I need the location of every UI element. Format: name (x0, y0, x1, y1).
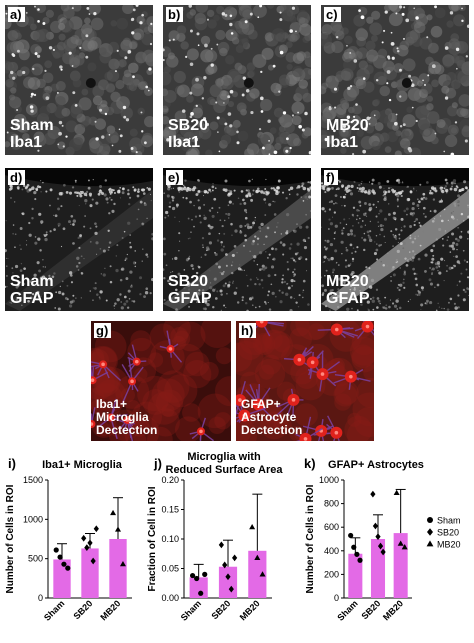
data-point (87, 540, 92, 547)
y-tick-label: 0 (334, 593, 339, 603)
data-point (57, 554, 62, 559)
panel-label-a: a) (8, 7, 25, 22)
y-tick-label: 400 (324, 546, 339, 556)
x-tick-label: SB20 (71, 598, 94, 621)
panel-b-sb20-iba1: b) SB20 Iba1 (163, 5, 311, 155)
y-tick-label: 0.00 (161, 593, 179, 603)
chart-title: GFAP+ Astrocytes (328, 459, 424, 471)
legend-label: SB20 (437, 528, 459, 538)
panel-label-h: h) (239, 323, 256, 338)
y-tick-label: 0.15 (161, 505, 179, 515)
legend-diamond-icon (427, 528, 433, 536)
x-tick-label: Sham (42, 598, 66, 622)
data-point (348, 533, 353, 538)
data-point (81, 535, 86, 542)
data-point (370, 491, 375, 498)
legend-triangle-icon (427, 540, 434, 546)
legend-label: Sham (437, 516, 461, 526)
y-axis-label: Number of Cells in ROI (5, 484, 16, 593)
chart-panel-label: k) (304, 456, 316, 471)
bar-sb20 (219, 567, 237, 598)
legend-label: MB20 (437, 540, 461, 550)
data-point (219, 542, 224, 549)
panel-label-b: b) (166, 7, 183, 22)
y-tick-label: 1000 (319, 475, 339, 485)
x-tick-label: Sham (179, 598, 203, 622)
data-point (351, 545, 356, 550)
chart-title: Reduced Surface Area (166, 464, 284, 476)
data-point (357, 558, 362, 563)
panel-label-c: c) (324, 7, 341, 22)
y-tick-label: 0.20 (161, 475, 179, 485)
panel-label-e: e) (166, 170, 183, 185)
data-point (115, 526, 121, 531)
data-point (94, 525, 99, 532)
panel-caption-f: MB20 GFAP (326, 273, 370, 307)
chart-k-svg: k) GFAP+ Astrocytes 0 200 400 600 800 1000Numbe… (300, 452, 474, 638)
data-point (373, 523, 378, 530)
y-tick-label: 0.10 (161, 534, 179, 544)
data-point (61, 562, 66, 567)
y-tick-label: 1500 (23, 475, 43, 485)
panel-e-sb20-gfap: e) SB20 GFAP (163, 168, 311, 311)
data-point (232, 554, 237, 561)
data-point (249, 524, 255, 529)
legend-circle-icon (427, 517, 433, 523)
panel-f-mb20-gfap: f) MB20 GFAP (321, 168, 469, 311)
x-tick-label: SB20 (359, 598, 382, 621)
panel-caption-a: Sham Iba1 (10, 117, 54, 151)
y-axis-label: Number of Cells in ROI (305, 484, 316, 593)
bar-mb20 (109, 539, 126, 598)
data-point (354, 552, 359, 557)
chart-panel-label: j) (153, 456, 162, 471)
x-tick-label: MB20 (98, 598, 122, 622)
x-tick-label: MB20 (238, 598, 262, 622)
data-point (394, 490, 400, 495)
y-tick-label: 1000 (23, 514, 43, 524)
y-tick-label: 0.05 (161, 564, 179, 574)
panel-caption-b: SB20 Iba1 (168, 117, 208, 151)
chart-panel-label: i) (8, 456, 16, 471)
panel-caption-c: MB20 Iba1 (326, 117, 369, 151)
y-tick-label: 600 (324, 522, 339, 532)
chart-title: Iba1+ Microglia (42, 459, 123, 471)
panel-caption-h: GFAP+ Astrocyte Dectection (241, 398, 302, 437)
chart-i-svg: i) Iba1+ Microglia 0 500 1000 1500 Number of C… (0, 452, 150, 638)
panel-d-sham-gfap: d) Sham GFAP (5, 168, 153, 311)
panel-label-g: g) (94, 323, 111, 338)
panel-c-mb20-iba1: c) MB20 Iba1 (321, 5, 469, 155)
panel-caption-e: SB20 GFAP (168, 273, 212, 307)
panel-label-d: d) (8, 170, 25, 185)
x-tick-label: Sham (335, 598, 359, 622)
panel-g-microglia-detection: g) Iba1+ Microglia Dectection (91, 321, 231, 441)
data-point (65, 566, 70, 571)
data-point (54, 547, 59, 552)
y-axis-label: Fraction of Cell in ROI (147, 486, 158, 591)
bar-sb20 (81, 548, 98, 598)
y-tick-label: 500 (28, 554, 43, 564)
y-tick-label: 800 (324, 499, 339, 509)
panel-label-f: f) (324, 170, 338, 185)
data-point (194, 576, 199, 581)
legend: Sham SB20 MB20 (427, 516, 461, 550)
chart-title: Microglia with (187, 451, 261, 463)
bar-sb20 (371, 539, 385, 598)
y-tick-label: 0 (38, 593, 43, 603)
data-point (198, 591, 203, 596)
data-point (110, 510, 116, 515)
data-point (202, 572, 207, 577)
x-tick-label: MB20 (381, 598, 405, 622)
panel-a-sham-iba1: a) Sham Iba1 (5, 5, 153, 155)
panel-caption-g: Iba1+ Microglia Dectection (96, 398, 157, 437)
y-tick-label: 200 (324, 569, 339, 579)
panel-h-astrocyte-detection: h) GFAP+ Astrocyte Dectection (236, 321, 374, 441)
x-tick-label: SB20 (209, 598, 232, 621)
chart-i-iba1-microglia: i) Iba1+ Microglia 0 500 1000 1500 Number of C… (0, 452, 150, 638)
panel-caption-d: Sham GFAP (10, 273, 54, 307)
